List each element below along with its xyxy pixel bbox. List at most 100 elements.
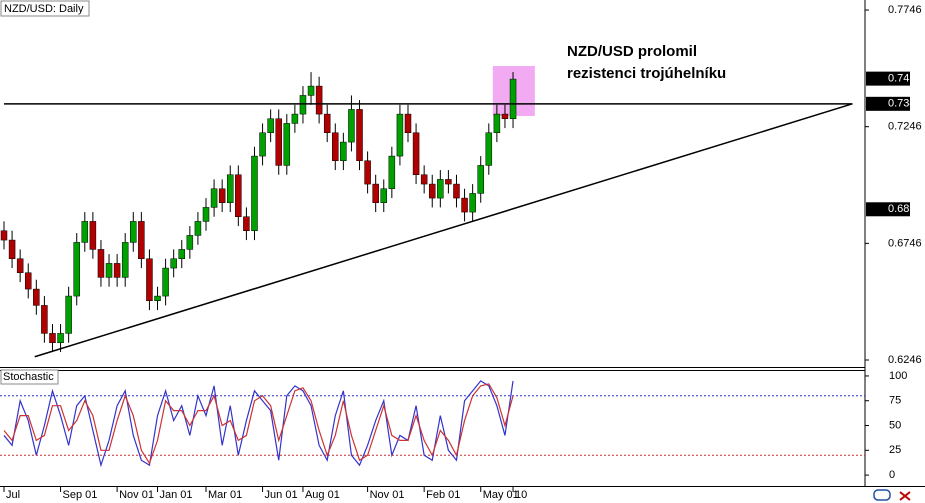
candle-body (218, 188, 226, 203)
candle-body (493, 113, 501, 134)
title-box (0, 0, 90, 17)
toolbar-icons[interactable] (873, 489, 911, 501)
candle-body (332, 132, 339, 162)
candle-body (323, 113, 331, 134)
y-tick-label: 100 (889, 370, 907, 382)
candle-body (259, 132, 266, 157)
candle-body (130, 221, 137, 243)
candle-body (509, 78, 517, 120)
candle-body (8, 239, 16, 259)
candle-body (404, 113, 412, 134)
x-tick-label: Feb 01 (426, 489, 460, 501)
candle-body (485, 132, 493, 166)
annotation: NZD/USD prolomil (567, 43, 697, 60)
candle-body (356, 109, 363, 162)
stochastic-line (3, 383, 514, 465)
candle-body (113, 263, 121, 278)
y-tick-label: 25 (889, 444, 901, 456)
y-tick-label: 75 (889, 395, 901, 407)
candle-body (251, 155, 258, 231)
candle-body (420, 174, 428, 185)
candle-body (97, 249, 105, 278)
x-tick-label: May 01 (483, 489, 519, 501)
candle-body (315, 85, 323, 115)
candle-body (0, 230, 8, 241)
price-label-box (866, 71, 910, 86)
candle-body (372, 183, 379, 203)
candle-body (73, 242, 80, 297)
price-label-box (866, 202, 910, 217)
candle-body (194, 221, 202, 236)
candle-body (477, 165, 484, 194)
pane-title: Stochastic (3, 371, 54, 383)
x-tick-label: Nov 01 (370, 489, 405, 501)
candle-body (461, 197, 468, 213)
candle-body (396, 113, 404, 157)
candle-body (65, 295, 72, 334)
candle-body (24, 272, 32, 290)
candle-body (243, 216, 250, 231)
candle-body (445, 179, 452, 185)
candle-body (33, 288, 40, 306)
candle-body (428, 183, 436, 199)
x-tick-label: Sep 01 (63, 489, 98, 501)
candle-body (16, 258, 24, 273)
link-icon[interactable] (873, 489, 891, 501)
annotation: rezistenci trojúhelníku (567, 65, 726, 82)
x-tick-label: Jun 01 (265, 489, 298, 501)
candle-body (49, 333, 56, 343)
y-tick-label: 0 (889, 469, 895, 481)
candle-body (170, 258, 177, 269)
candle-body (501, 113, 509, 120)
candle-body (186, 235, 194, 250)
close-icon[interactable] (899, 491, 911, 501)
candle-body (81, 221, 89, 243)
candle-body (154, 295, 161, 301)
candle-body (364, 160, 371, 185)
candle-body (178, 249, 186, 259)
candle-body (41, 305, 48, 334)
candle-body (235, 174, 242, 217)
candle-body (146, 258, 153, 301)
candle-body (348, 109, 355, 143)
candle-body (210, 188, 218, 208)
candle-body (138, 221, 145, 259)
x-tick-label: Aug 01 (305, 489, 340, 501)
candle-body (388, 155, 396, 189)
y-tick-label: 0.6246 (888, 354, 922, 366)
y-tick-label: 0.7246 (888, 121, 922, 133)
candle-body (121, 242, 129, 278)
candle-body (380, 188, 388, 203)
candle-body (291, 113, 299, 124)
chart-title: NZD/USD: Daily (4, 3, 84, 15)
candle-body (283, 123, 291, 166)
price-label: 0.7452 (888, 73, 922, 85)
trendline (34, 103, 853, 358)
candle-body (340, 141, 347, 162)
y-tick-label: 0.7746 (888, 4, 922, 16)
price-label: 0.7344 (888, 98, 922, 110)
candle-body (469, 193, 476, 213)
x-tick-label: Jan 01 (160, 489, 193, 501)
candle-body (267, 118, 274, 134)
stochastic-line (3, 380, 514, 468)
candle-body (307, 85, 315, 96)
candle-body (226, 174, 234, 203)
y-tick-label: 0.6746 (888, 237, 922, 249)
candle-body (299, 95, 307, 115)
price-label: 0.6892 (888, 203, 922, 215)
candle-body (105, 263, 113, 278)
candle-body (202, 207, 210, 222)
candle-body (453, 183, 460, 199)
y-tick-label: 50 (889, 419, 901, 431)
price-label-box (866, 96, 910, 111)
candle-body (89, 221, 97, 250)
x-tick-label: Jul (6, 489, 20, 501)
candle-body (275, 118, 282, 166)
candle-body (162, 267, 169, 297)
candle-body (412, 132, 420, 176)
x-tick-label: 10 (515, 489, 527, 501)
candle-body (437, 179, 444, 199)
pane-title-box (0, 369, 59, 385)
